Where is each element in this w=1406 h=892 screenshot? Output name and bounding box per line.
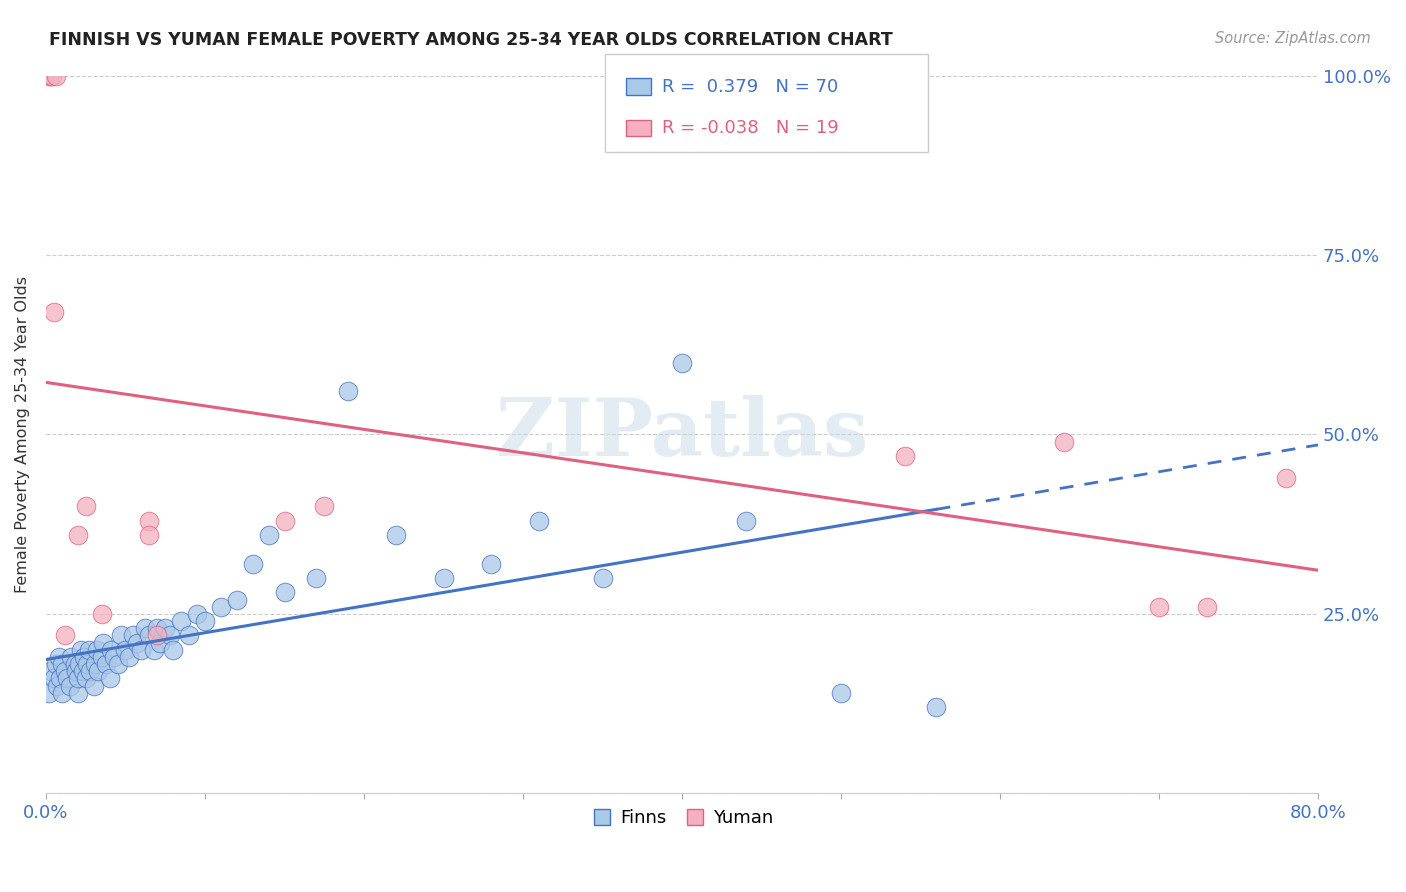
Point (155, 621, 177, 635)
Point (53, 628, 76, 642)
Point (225, 592, 247, 607)
Point (479, 557, 502, 571)
Text: R = -0.038   N = 19: R = -0.038 N = 19 (662, 119, 839, 136)
Point (51, 657, 73, 672)
Point (55, 672, 77, 686)
Point (41, 69, 63, 83)
Point (159, 628, 181, 642)
Point (63, 657, 86, 672)
Point (38, 686, 60, 700)
Point (925, 700, 948, 714)
Point (143, 642, 166, 657)
Point (84, 657, 107, 672)
Point (51, 686, 73, 700)
Point (98, 672, 121, 686)
Point (90, 607, 112, 621)
Point (592, 571, 614, 585)
Point (125, 635, 148, 649)
Point (194, 614, 217, 628)
Legend: Finns, Yuman: Finns, Yuman (583, 802, 780, 835)
Point (432, 571, 454, 585)
Point (186, 607, 208, 621)
Point (100, 642, 122, 657)
Point (118, 650, 141, 665)
Point (86, 642, 108, 657)
Point (90, 650, 112, 665)
Point (138, 514, 160, 528)
Point (1053, 434, 1076, 449)
Point (59, 679, 82, 693)
Point (110, 628, 132, 642)
Point (122, 628, 145, 642)
Point (46, 679, 69, 693)
Text: R =  0.379   N = 70: R = 0.379 N = 70 (662, 78, 838, 95)
Point (42, 672, 65, 686)
Point (38, 69, 60, 83)
Point (60, 650, 83, 665)
Text: FINNISH VS YUMAN FEMALE POVERTY AMONG 25-34 YEAR OLDS CORRELATION CHART: FINNISH VS YUMAN FEMALE POVERTY AMONG 25… (49, 31, 893, 49)
Point (830, 686, 852, 700)
Point (1147, 599, 1170, 614)
Point (96, 657, 118, 672)
Point (162, 642, 184, 657)
Point (70, 642, 93, 657)
Point (257, 528, 280, 542)
Text: ZIPatlas: ZIPatlas (496, 395, 868, 474)
Point (67, 657, 90, 672)
Point (242, 557, 264, 571)
Point (66, 686, 89, 700)
Point (893, 449, 915, 463)
Text: Source: ZipAtlas.com: Source: ZipAtlas.com (1215, 31, 1371, 46)
Point (273, 514, 295, 528)
Point (66, 672, 89, 686)
Point (314, 500, 336, 514)
Y-axis label: Female Poverty Among 25-34 Year Olds: Female Poverty Among 25-34 Year Olds (15, 276, 30, 593)
Point (39, 665, 62, 679)
Point (65, 665, 87, 679)
Point (134, 621, 156, 635)
Point (138, 628, 160, 642)
Point (79, 665, 101, 679)
Point (75, 500, 97, 514)
Point (1275, 470, 1298, 484)
Point (170, 614, 193, 628)
Point (66, 528, 89, 542)
Point (146, 628, 169, 642)
Point (42, 305, 65, 319)
Point (734, 514, 756, 528)
Point (273, 585, 295, 599)
Point (76, 657, 98, 672)
Point (385, 528, 408, 542)
Point (131, 642, 153, 657)
Point (53, 665, 76, 679)
Point (177, 628, 200, 642)
Point (39, 69, 62, 83)
Point (44, 657, 66, 672)
Point (75, 672, 97, 686)
Point (671, 356, 693, 370)
Point (149, 635, 172, 649)
Point (87, 665, 110, 679)
Point (73, 650, 96, 665)
Point (1195, 599, 1218, 614)
Point (107, 657, 129, 672)
Point (44, 69, 66, 83)
Point (146, 621, 169, 635)
Point (527, 514, 550, 528)
Point (209, 599, 232, 614)
Point (91, 635, 114, 649)
Point (48, 650, 70, 665)
Point (337, 384, 360, 399)
Point (72, 665, 94, 679)
Point (83, 679, 105, 693)
Point (305, 571, 328, 585)
Point (114, 642, 136, 657)
Point (77, 642, 100, 657)
Point (138, 528, 160, 542)
Point (49, 672, 72, 686)
Point (103, 650, 125, 665)
